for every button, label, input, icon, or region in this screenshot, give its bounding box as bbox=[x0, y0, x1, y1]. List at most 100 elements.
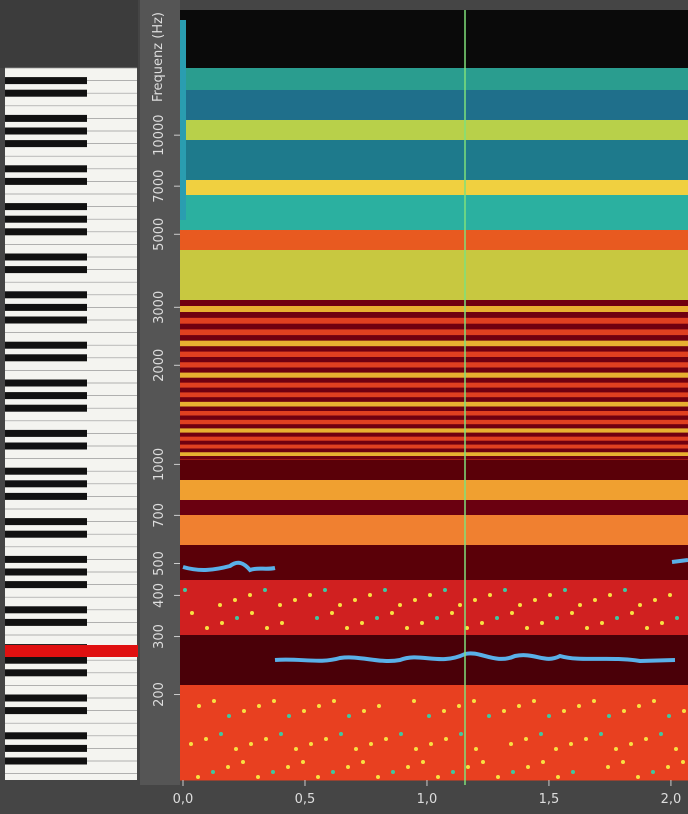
spectral-band bbox=[180, 373, 688, 379]
active-key bbox=[5, 645, 138, 657]
spectral-dot bbox=[280, 621, 284, 625]
spectral-dot bbox=[524, 737, 528, 741]
spectral-band bbox=[180, 388, 688, 393]
spectral-dot bbox=[562, 709, 566, 713]
spectral-dot bbox=[495, 616, 499, 620]
spectral-dot bbox=[345, 626, 349, 630]
spectral-dot bbox=[196, 775, 200, 779]
spectral-band bbox=[180, 392, 688, 397]
spectral-band bbox=[180, 416, 688, 421]
black-key bbox=[5, 581, 87, 588]
spectral-dot bbox=[570, 611, 574, 615]
spectral-dot bbox=[286, 765, 290, 769]
spectral-band bbox=[180, 120, 688, 141]
spectral-dot bbox=[309, 742, 313, 746]
spectral-dot bbox=[338, 603, 342, 607]
spectral-dot bbox=[541, 760, 545, 764]
black-key bbox=[5, 556, 87, 563]
black-key bbox=[5, 380, 87, 387]
spectral-dot bbox=[377, 704, 381, 708]
spectral-dot bbox=[510, 611, 514, 615]
black-key bbox=[5, 128, 87, 135]
spectral-dot bbox=[390, 611, 394, 615]
piano-keyboard[interactable] bbox=[5, 68, 138, 780]
spectral-dot bbox=[444, 737, 448, 741]
spectral-dot bbox=[502, 709, 506, 713]
black-key bbox=[5, 203, 87, 210]
spectral-dot bbox=[681, 760, 685, 764]
spectral-dot bbox=[614, 747, 618, 751]
pitch-contour bbox=[672, 560, 688, 562]
spectral-dot bbox=[450, 611, 454, 615]
axis-title: Frequenz (Hz) bbox=[151, 12, 166, 102]
spectral-band bbox=[180, 352, 688, 358]
spectral-dot bbox=[571, 770, 575, 774]
spectral-dot bbox=[682, 709, 686, 713]
spectral-dot bbox=[315, 616, 319, 620]
spectral-dot bbox=[674, 747, 678, 751]
spectral-dot bbox=[317, 704, 321, 708]
spectral-band bbox=[180, 300, 688, 307]
spectral-dot bbox=[578, 603, 582, 607]
spectral-band bbox=[180, 306, 688, 313]
spectral-dot bbox=[653, 598, 657, 602]
spectral-dot bbox=[474, 747, 478, 751]
spectral-dot bbox=[606, 765, 610, 769]
spectral-dot bbox=[369, 742, 373, 746]
spectral-band bbox=[180, 580, 688, 636]
black-key bbox=[5, 669, 87, 676]
spectral-dot bbox=[264, 737, 268, 741]
black-key bbox=[5, 430, 87, 437]
spectral-dot bbox=[227, 714, 231, 718]
spectral-band bbox=[180, 312, 688, 318]
spectral-dot bbox=[652, 699, 656, 703]
spectral-dot bbox=[412, 699, 416, 703]
spectral-dot bbox=[607, 714, 611, 718]
spectral-dot bbox=[272, 699, 276, 703]
spectral-dot bbox=[532, 699, 536, 703]
spectral-band bbox=[180, 456, 688, 460]
spectral-dot bbox=[183, 588, 187, 592]
spectral-dot bbox=[517, 704, 521, 708]
spectral-dot bbox=[293, 598, 297, 602]
spectral-dot bbox=[600, 621, 604, 625]
spectral-dot bbox=[547, 714, 551, 718]
spectral-dot bbox=[585, 626, 589, 630]
spectral-band bbox=[180, 90, 688, 121]
spectral-dot bbox=[509, 742, 513, 746]
spectral-band bbox=[180, 341, 688, 347]
y-tick-label: 300 bbox=[152, 624, 167, 649]
spectral-dot bbox=[427, 714, 431, 718]
spectral-dot bbox=[189, 742, 193, 746]
spectral-band bbox=[180, 250, 688, 301]
spectral-dot bbox=[480, 621, 484, 625]
black-key bbox=[5, 480, 87, 487]
spectral-dot bbox=[458, 603, 462, 607]
spectral-dot bbox=[242, 709, 246, 713]
spectral-dot bbox=[539, 732, 543, 736]
spectral-band bbox=[180, 411, 688, 416]
spectral-band bbox=[180, 329, 688, 335]
spectral-dot bbox=[301, 760, 305, 764]
spectral-band bbox=[180, 433, 688, 438]
spectral-dot bbox=[487, 714, 491, 718]
spectral-dot bbox=[233, 598, 237, 602]
spectrogram-window: Frequenz (Hz) 20030040050070010002000300… bbox=[0, 0, 688, 814]
spectral-band bbox=[180, 230, 688, 251]
spectral-dot bbox=[556, 775, 560, 779]
spectral-dot bbox=[584, 737, 588, 741]
spectral-dot bbox=[666, 765, 670, 769]
spectral-dot bbox=[235, 616, 239, 620]
black-key bbox=[5, 493, 87, 500]
black-key bbox=[5, 90, 87, 97]
y-tick-label: 200 bbox=[152, 682, 167, 707]
spectral-dot bbox=[442, 709, 446, 713]
spectral-dot bbox=[263, 588, 267, 592]
spectral-dot bbox=[346, 765, 350, 769]
y-tick-label: 7000 bbox=[152, 170, 167, 203]
black-key bbox=[5, 758, 87, 765]
spectral-dot bbox=[435, 616, 439, 620]
black-key bbox=[5, 317, 87, 324]
black-key bbox=[5, 254, 87, 261]
spectral-band bbox=[180, 452, 688, 456]
